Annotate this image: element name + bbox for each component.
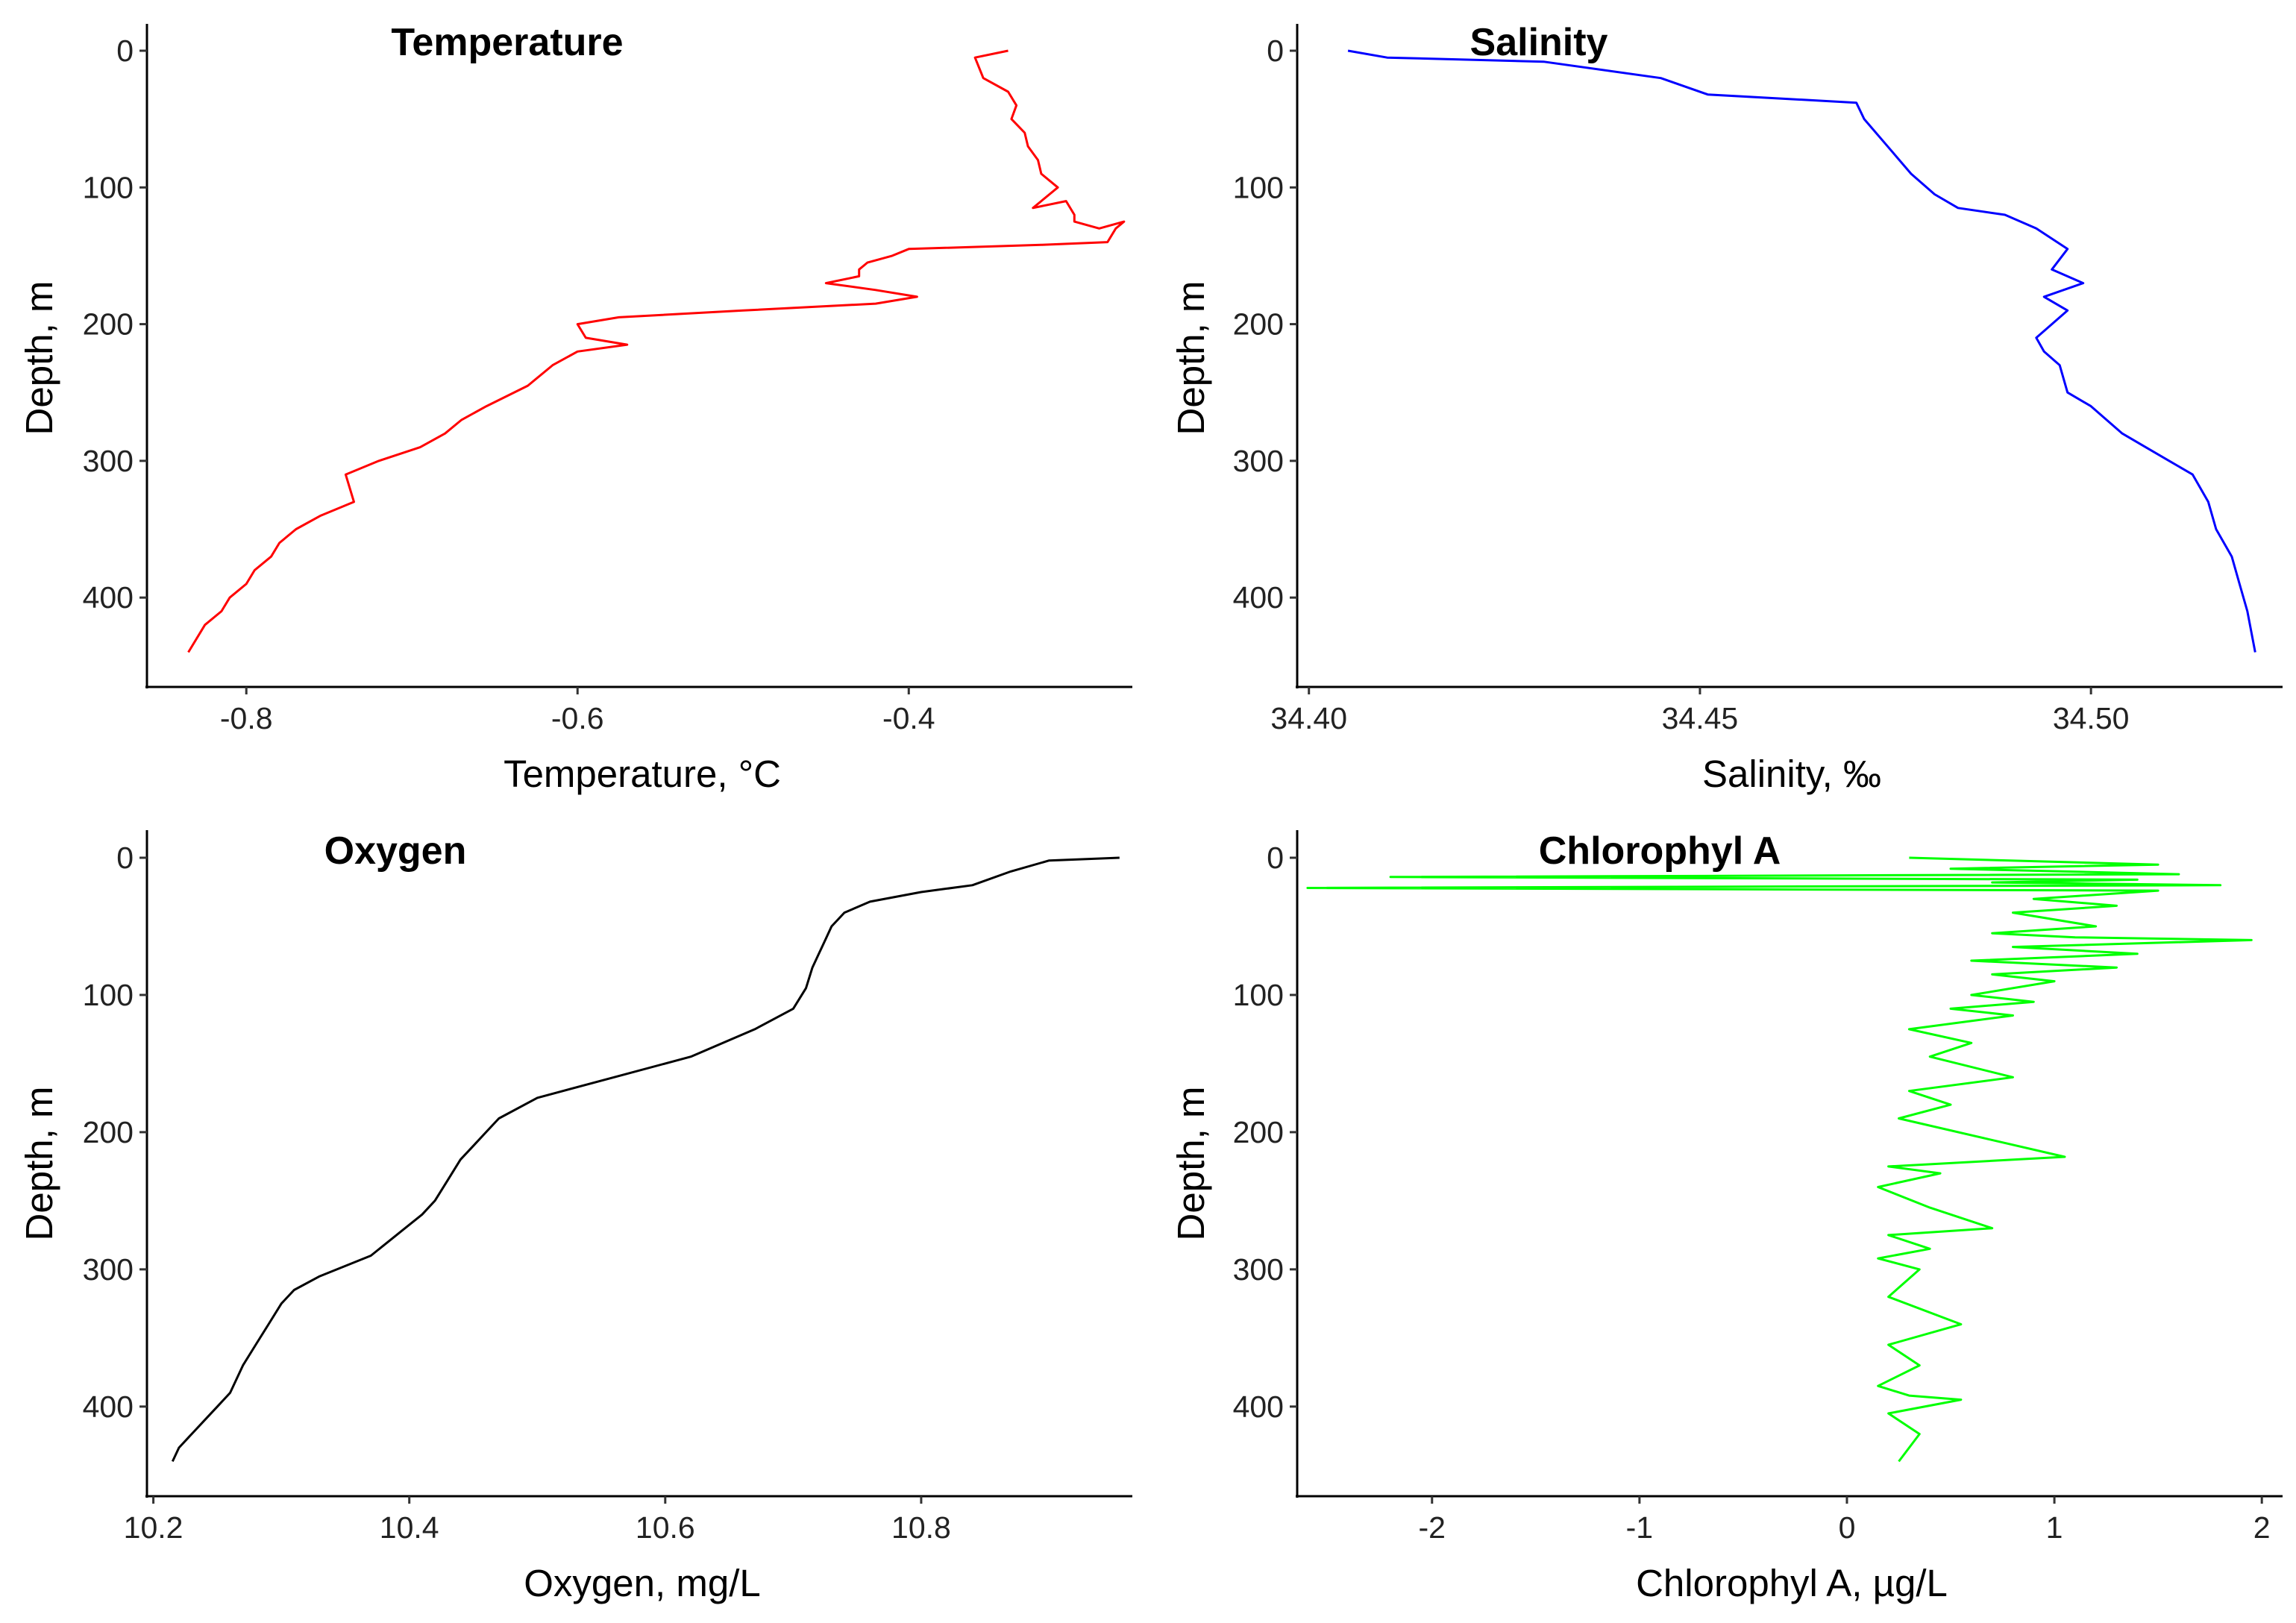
temperature-y-ticks: 0 100 200 300 400 <box>83 34 147 615</box>
chlorophyll-y-tick-label: 300 <box>1233 1252 1284 1287</box>
oxygen-x-label: Oxygen, mg/L <box>524 1562 760 1604</box>
oxygen-y-tick-label: 100 <box>83 978 134 1012</box>
chlorophyll-y-ticks: 0 100 200 300 400 <box>1233 841 1297 1424</box>
oxygen-x-tick-label: 10.2 <box>124 1510 184 1545</box>
temperature-y-tick-label: 100 <box>83 170 134 204</box>
temperature-series-line <box>187 49 1126 653</box>
temperature-y-label: Depth, m <box>18 281 60 436</box>
chlorophyll-x-label: Chlorophyl A, µg/L <box>1636 1562 1948 1604</box>
oxygen-x-tick-label: 10.8 <box>891 1510 951 1545</box>
chlorophyll-x-tick-label: 2 <box>2253 1510 2271 1545</box>
salinity-x-tick-label: 34.50 <box>2053 701 2130 735</box>
temperature-title: Temperature <box>391 21 623 64</box>
chlorophyll-y-tick-label: 100 <box>1233 978 1284 1012</box>
temperature-marks <box>187 49 1126 653</box>
salinity-x-ticks: 34.40 34.45 34.50 <box>1270 687 2129 735</box>
chlorophyll-y-tick-label: 200 <box>1233 1115 1284 1149</box>
chlorophyll-x-tick-label: 1 <box>2046 1510 2063 1545</box>
panel-temperature: Temperature 0 100 200 300 400 -0.8 -0.6 … <box>18 21 1132 795</box>
salinity-y-ticks: 0 100 200 300 400 <box>1233 34 1297 615</box>
salinity-x-label: Salinity, ‰ <box>1702 753 1881 795</box>
temperature-x-tick-label: -0.8 <box>220 701 273 735</box>
temperature-y-tick-label: 200 <box>83 307 134 342</box>
chlorophyll-x-ticks: -2 -1 0 1 2 <box>1419 1496 2271 1545</box>
salinity-x-tick-label: 34.45 <box>1662 701 1739 735</box>
salinity-marks <box>1347 49 2256 653</box>
panel-chlorophyll: Chlorophyl A 0 100 200 300 400 -2 -1 0 1… <box>1170 829 2283 1604</box>
temperature-y-tick-label: 300 <box>83 444 134 478</box>
chlorophyll-x-tick-label: -2 <box>1419 1510 1446 1545</box>
oxygen-y-ticks: 0 100 200 300 400 <box>83 841 147 1424</box>
salinity-x-tick-label: 34.40 <box>1270 701 1347 735</box>
temperature-x-ticks: -0.8 -0.6 -0.4 <box>220 687 935 735</box>
chlorophyll-x-tick-label: 0 <box>1839 1510 1856 1545</box>
oxygen-title: Oxygen <box>324 829 467 873</box>
salinity-y-tick-label: 0 <box>1267 34 1284 68</box>
chlorophyll-marks <box>1306 856 2253 1463</box>
chlorophyll-y-tick-label: 0 <box>1267 841 1284 875</box>
chlorophyll-series-line <box>1306 856 2253 1463</box>
oxygen-y-tick-label: 200 <box>83 1115 134 1149</box>
temperature-y-tick-label: 0 <box>116 34 134 68</box>
temperature-x-tick-label: -0.4 <box>882 701 935 735</box>
oxygen-x-ticks: 10.2 10.4 10.6 10.8 <box>124 1496 951 1545</box>
salinity-series-line <box>1347 49 2256 653</box>
chlorophyll-y-label: Depth, m <box>1170 1087 1212 1241</box>
oxygen-y-tick-label: 400 <box>83 1390 134 1424</box>
temperature-x-label: Temperature, °C <box>504 753 781 795</box>
salinity-y-tick-label: 300 <box>1233 444 1284 478</box>
salinity-y-tick-label: 200 <box>1233 307 1284 342</box>
oxygen-y-tick-label: 300 <box>83 1252 134 1287</box>
temperature-x-tick-label: -0.6 <box>551 701 604 735</box>
salinity-y-tick-label: 100 <box>1233 170 1284 204</box>
temperature-y-tick-label: 400 <box>83 580 134 615</box>
oxygen-y-label: Depth, m <box>18 1087 60 1241</box>
chlorophyll-title: Chlorophyl A <box>1539 829 1781 873</box>
oxygen-x-tick-label: 10.6 <box>636 1510 695 1545</box>
salinity-y-tick-label: 400 <box>1233 580 1284 615</box>
panel-oxygen: Oxygen 0 100 200 300 400 10.2 10.4 10.6 … <box>18 829 1132 1604</box>
salinity-y-label: Depth, m <box>1170 281 1212 436</box>
oxygen-marks <box>171 856 1120 1463</box>
panel-salinity: Salinity 0 100 200 300 400 34.40 34.45 3… <box>1170 21 2283 795</box>
chlorophyll-x-tick-label: -1 <box>1626 1510 1653 1545</box>
oxygen-y-tick-label: 0 <box>116 841 134 875</box>
oxygen-x-tick-label: 10.4 <box>380 1510 439 1545</box>
salinity-title: Salinity <box>1470 21 1608 64</box>
chlorophyll-y-tick-label: 400 <box>1233 1390 1284 1424</box>
oxygen-series-line <box>171 856 1120 1463</box>
